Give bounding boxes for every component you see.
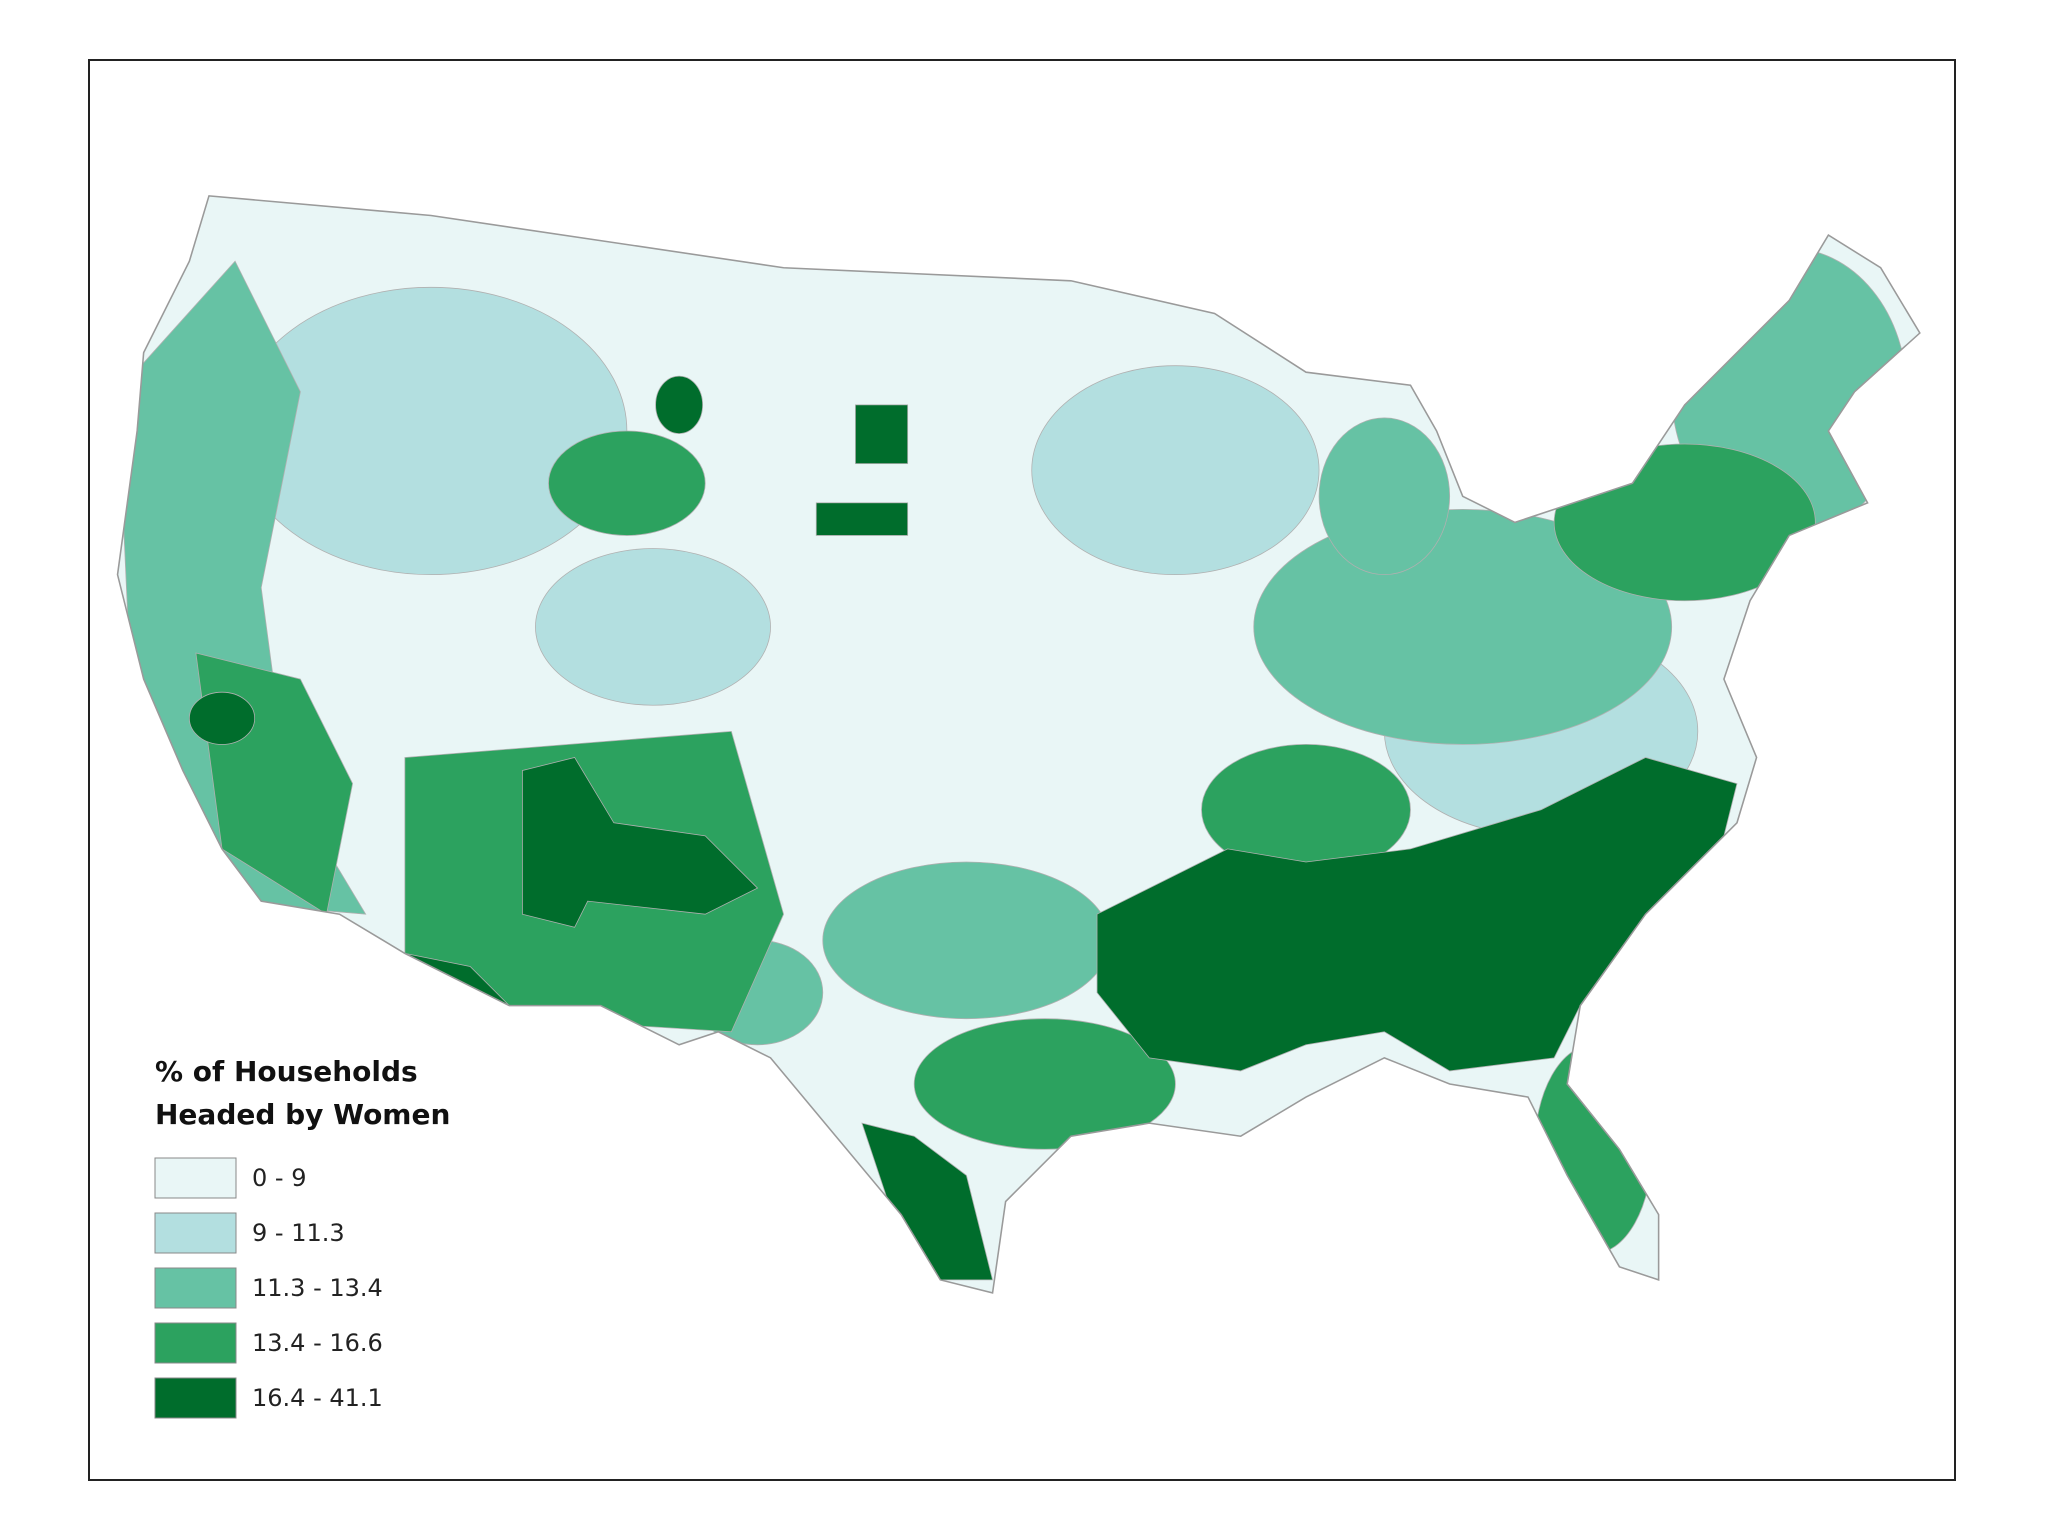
region — [815, 502, 909, 536]
legend-title: % of Households — [155, 1055, 418, 1088]
region — [1031, 365, 1320, 576]
legend-swatch — [154, 1267, 237, 1309]
region — [548, 430, 706, 536]
region — [234, 286, 628, 576]
legend-swatch — [154, 1322, 237, 1364]
legend-label: 0 - 9 — [252, 1164, 306, 1192]
legend-label: 13.4 - 16.6 — [252, 1329, 383, 1357]
region — [822, 861, 1111, 1020]
region — [535, 548, 771, 706]
legend-swatch — [154, 1377, 237, 1419]
us-outline — [116, 195, 1921, 1294]
legend-label: 11.3 - 13.4 — [252, 1274, 383, 1302]
legend-swatch — [154, 1212, 237, 1254]
region — [913, 1018, 1176, 1150]
region — [522, 757, 759, 928]
legend-title: Headed by Women — [155, 1098, 450, 1131]
legend-swatch — [154, 1157, 237, 1199]
legend-label: 16.4 - 41.1 — [252, 1384, 383, 1412]
region — [655, 375, 704, 434]
region — [855, 404, 909, 465]
region — [1318, 417, 1451, 576]
legend: % of Households Headed by Women 0 - 9 9 -… — [154, 1055, 450, 1419]
region — [188, 691, 256, 745]
legend-label: 9 - 11.3 — [252, 1219, 345, 1247]
